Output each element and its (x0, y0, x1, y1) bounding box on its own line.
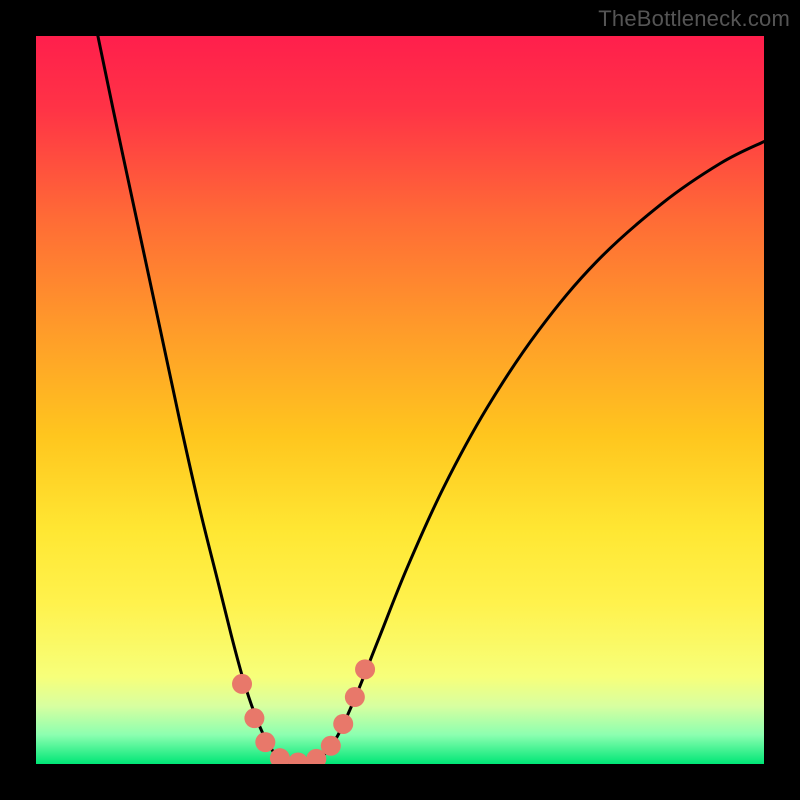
root-container: TheBottleneck.com (0, 0, 800, 800)
gradient-background (36, 36, 764, 764)
plot-area (36, 36, 764, 764)
watermark-text: TheBottleneck.com (598, 6, 790, 32)
